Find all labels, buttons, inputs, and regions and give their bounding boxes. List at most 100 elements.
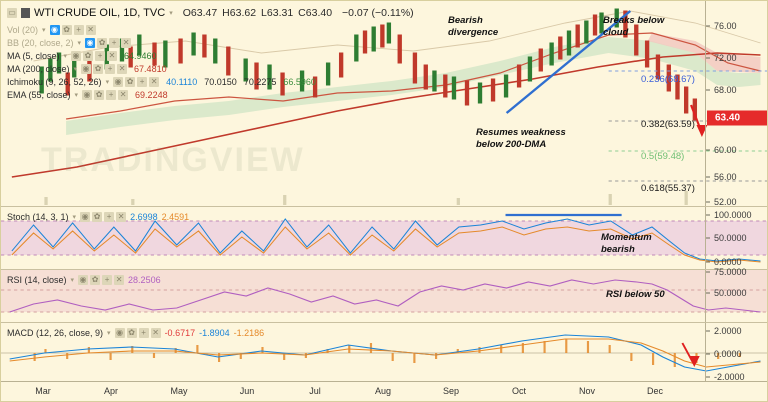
indicator-legend-row[interactable]: MA (200, close) ▾ ◉ ✿ + ✕ 67.4810	[7, 64, 167, 74]
eye-icon[interactable]: ◉	[113, 77, 124, 87]
gear-icon[interactable]: ✿	[83, 51, 94, 61]
plus-icon[interactable]: +	[106, 90, 117, 100]
ohlc-close: C63.40	[298, 7, 333, 19]
price-change: −0.07 (−0.11%)	[342, 7, 414, 19]
macd-caret-icon[interactable]: ▾	[107, 330, 111, 337]
ohlc-high: H63.62	[222, 7, 257, 19]
time-axis[interactable]: Mar Apr May Jun Jul Aug Sep Oct Nov Dec	[1, 381, 767, 401]
plus-icon[interactable]: +	[104, 212, 115, 222]
stoch-icon-group[interactable]: ◉ ✿ + ✕	[80, 212, 127, 222]
plus-icon[interactable]: +	[105, 64, 116, 74]
indicator-caret-icon[interactable]: ▾	[77, 40, 82, 47]
indicator-legend-row[interactable]: EMA (55, close) ▾ ◉ ✿ + ✕ 69.2248	[7, 90, 168, 100]
price-chart-svg	[11, 8, 767, 205]
macd-value-line: -1.8904	[199, 328, 230, 338]
macd-title: MACD (12, 26, close, 9)	[7, 328, 104, 338]
indicator-icon-group[interactable]: ◉ ✿ + ✕	[82, 90, 129, 100]
rsi-axis[interactable]: 75.0000 50.0000	[705, 267, 767, 322]
macd-tick: 0.0000	[714, 349, 742, 359]
time-axis-label: Nov	[578, 386, 596, 396]
indicator-legend-row[interactable]: BB (20, close, 2) ▾ ◉ ✿ + ✕	[7, 38, 132, 48]
plus-icon[interactable]: +	[73, 25, 84, 35]
stoch-caret-icon[interactable]: ▾	[72, 214, 77, 221]
plus-icon[interactable]: +	[109, 38, 120, 48]
gear-icon[interactable]: ✿	[94, 90, 105, 100]
close-icon[interactable]: ✕	[118, 90, 129, 100]
ohlc-open: O63.47	[182, 7, 218, 19]
indicator-caret-icon[interactable]: ▾	[73, 66, 78, 73]
indicator-caret-icon[interactable]: ▾	[105, 79, 110, 86]
plus-icon[interactable]: +	[95, 51, 106, 61]
indicator-icon-group[interactable]: ◉ ✿ + ✕	[49, 25, 96, 35]
price-tick: 68.00	[714, 85, 737, 95]
indicator-legend-row[interactable]: MA (5, close) ▾ ◉ ✿ + ✕ 64.9460	[7, 51, 157, 61]
minus-box-icon[interactable]: ▭	[7, 8, 17, 18]
gear-icon[interactable]: ✿	[126, 328, 137, 338]
rsi-caret-icon[interactable]: ▾	[70, 277, 75, 284]
time-axis-label: Apr	[103, 386, 119, 396]
indicator-value: 70.0150	[204, 77, 237, 87]
eye-icon[interactable]: ◉	[85, 38, 96, 48]
indicator-icon-group[interactable]: ◉ ✿ + ✕	[81, 64, 128, 74]
close-icon[interactable]: ✕	[150, 328, 161, 338]
stoch-pane: 100.0000 50.0000 0.0000	[1, 207, 767, 269]
symbol-header[interactable]: ▭ WTI CRUDE OIL, 1D, TVC ▾ O63.47 H63.62…	[7, 7, 414, 19]
annotation-resumes-weakness: Resumes weakness below 200-DMA	[476, 127, 566, 150]
rsi-icon-group[interactable]: ◉ ✿ + ✕	[78, 275, 125, 285]
rsi-legend[interactable]: RSI (14, close) ▾ ◉ ✿ + ✕ 28.2506	[7, 275, 161, 285]
indicator-value: 66.5960	[283, 77, 316, 87]
indicator-name: Ichimoku (9, 26, 52, 26)	[7, 77, 102, 87]
macd-tick: 2.0000	[714, 326, 742, 336]
close-icon[interactable]: ✕	[114, 275, 125, 285]
eye-icon[interactable]: ◉	[82, 90, 93, 100]
eye-icon[interactable]: ◉	[80, 212, 91, 222]
gear-icon[interactable]: ✿	[90, 275, 101, 285]
rsi-pane: 75.0000 50.0000	[1, 267, 767, 322]
gear-icon[interactable]: ✿	[97, 38, 108, 48]
indicator-name: MA (200, close)	[7, 64, 70, 74]
eye-icon[interactable]: ◉	[114, 328, 125, 338]
indicator-value: 70.2275	[243, 77, 277, 87]
stoch-axis[interactable]: 100.0000 50.0000 0.0000	[705, 207, 767, 269]
stoch-legend[interactable]: Stoch (14, 3, 1) ▾ ◉ ✿ + ✕ 2.6998 2.4591	[7, 212, 189, 222]
price-axis[interactable]: 76.00 72.00 68.00 63.40 60.00 56.00 52.0…	[705, 1, 767, 207]
plus-icon[interactable]: +	[137, 77, 148, 87]
candle-series	[39, 8, 698, 122]
close-icon[interactable]: ✕	[121, 38, 132, 48]
macd-icon-group[interactable]: ◉ ✿ + ✕	[114, 328, 161, 338]
watermark: TRADINGVIEW	[41, 141, 305, 179]
eye-icon[interactable]: ◉	[49, 25, 60, 35]
candles-icon	[21, 8, 30, 18]
gear-icon[interactable]: ✿	[61, 25, 72, 35]
close-icon[interactable]: ✕	[149, 77, 160, 87]
indicator-caret-icon[interactable]: ▾	[42, 27, 46, 34]
close-icon[interactable]: ✕	[107, 51, 118, 61]
gear-icon[interactable]: ✿	[125, 77, 136, 87]
close-icon[interactable]: ✕	[116, 212, 127, 222]
macd-axis[interactable]: 2.0000 0.0000 -2.0000	[705, 323, 767, 382]
indicator-caret-icon[interactable]: ▾	[63, 53, 68, 60]
macd-legend[interactable]: MACD (12, 26, close, 9) ▾ ◉ ✿ + ✕ -0.671…	[7, 328, 264, 338]
indicator-legend-row[interactable]: Vol (20) ▾ ◉ ✿ + ✕	[7, 25, 96, 35]
stoch-tick: 50.0000	[714, 233, 747, 243]
indicator-icon-group[interactable]: ◉ ✿ + ✕	[85, 38, 132, 48]
annotation-rsi-below-50: RSI below 50	[606, 289, 665, 300]
gear-icon[interactable]: ✿	[92, 212, 103, 222]
price-tick: 56.00	[714, 172, 737, 182]
symbol-caret-icon[interactable]: ▾	[169, 10, 173, 17]
stoch-value-k: 2.6998	[130, 212, 158, 222]
indicator-legend-row[interactable]: Ichimoku (9, 26, 52, 26) ▾ ◉ ✿ + ✕ 40.1110 70.0…	[7, 77, 316, 87]
plus-icon[interactable]: +	[102, 275, 113, 285]
indicator-icon-group[interactable]: ◉ ✿ + ✕	[71, 51, 118, 61]
close-icon[interactable]: ✕	[85, 25, 96, 35]
indicator-caret-icon[interactable]: ▾	[74, 92, 79, 99]
indicator-icon-group[interactable]: ◉ ✿ + ✕	[113, 77, 160, 87]
eye-icon[interactable]: ◉	[71, 51, 82, 61]
price-tick: 72.00	[714, 53, 737, 63]
plus-icon[interactable]: +	[138, 328, 149, 338]
eye-icon[interactable]: ◉	[81, 64, 92, 74]
gear-icon[interactable]: ✿	[93, 64, 104, 74]
eye-icon[interactable]: ◉	[78, 275, 89, 285]
close-icon[interactable]: ✕	[117, 64, 128, 74]
